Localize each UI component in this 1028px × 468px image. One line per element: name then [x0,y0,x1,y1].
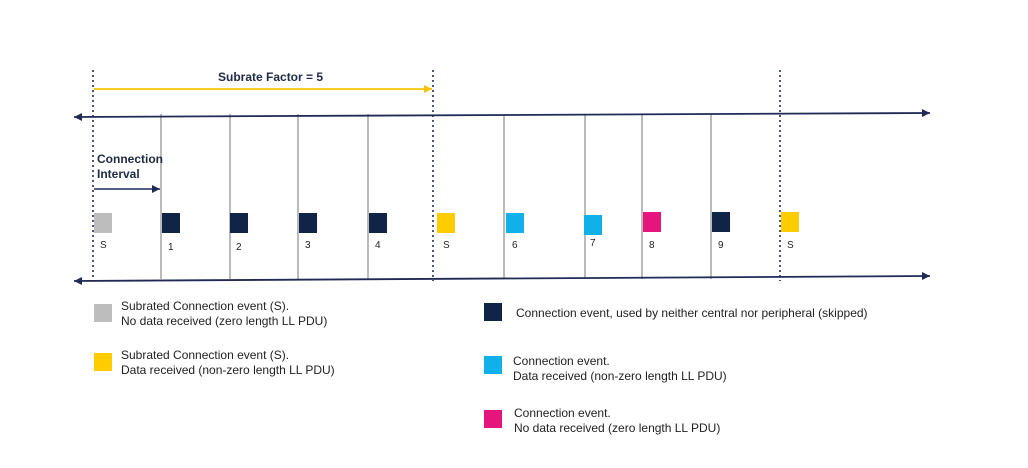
event-label: 4 [375,240,381,251]
connection-interval-label: Connection Interval [97,152,163,182]
bottom-timeline-axis [73,272,931,285]
legend-swatch-magenta [484,410,502,428]
legend-swatch-yellow [94,353,112,371]
legend-text-line: Subrated Connection event (S). [121,299,290,313]
legend-text-line: Subrated Connection event (S). [121,348,290,362]
event-label: S [787,240,794,251]
event-marker-yellow [781,212,799,232]
event-label: S [443,240,450,251]
event-marker-yellow [437,213,455,233]
event-label: S [100,240,107,251]
event-label: 3 [305,240,311,251]
legend-text: Subrated Connection event (S). No data re… [121,299,327,329]
event-marker-magenta [643,212,661,232]
event-label: 7 [590,238,596,249]
legend-text-line: Connection event. [513,354,610,368]
event-label: 1 [168,242,174,253]
legend-text-line: Data received (non-zero length LL PDU) [121,363,335,377]
legend-text-line: Data received (non-zero length LL PDU) [513,369,727,383]
event-marker-navy [712,212,730,232]
subrate-factor-label: Subrate Factor = 5 [218,70,324,84]
legend-swatch-navy [484,303,502,321]
event-label: 8 [649,240,655,251]
event-marker-navy [369,213,387,233]
event-marker-cyan [506,213,524,233]
event-marker-navy [162,213,180,233]
legend-text-line: No data received (zero length LL PDU) [514,421,721,435]
connection-interval-line-1: Connection [97,152,163,166]
event-marker-navy [299,213,317,233]
legend-text: Connection event. No data received (zero … [514,406,720,436]
event-marker-gray [94,213,112,233]
legend-text: Connection event. Data received (non-zero… [513,354,727,384]
top-timeline-axis [73,109,931,121]
connection-interval-line-2: Interval [97,167,140,181]
legend-text-line: Connection event, used by neither centra… [516,306,868,320]
legend-text-line: Connection event. [514,406,611,420]
legend-text: Connection event, used by neither centra… [516,306,868,321]
event-label: 9 [718,240,724,251]
event-marker-navy [230,213,248,233]
legend-text-line: No data received (zero length LL PDU) [121,314,328,328]
legend-swatch-cyan [484,356,502,374]
legend-text: Subrated Connection event (S). Data recei… [121,348,335,378]
event-label: 2 [236,242,242,253]
event-marker-cyan [584,215,602,235]
event-label: 6 [512,240,518,251]
legend-swatch-gray [94,304,112,322]
